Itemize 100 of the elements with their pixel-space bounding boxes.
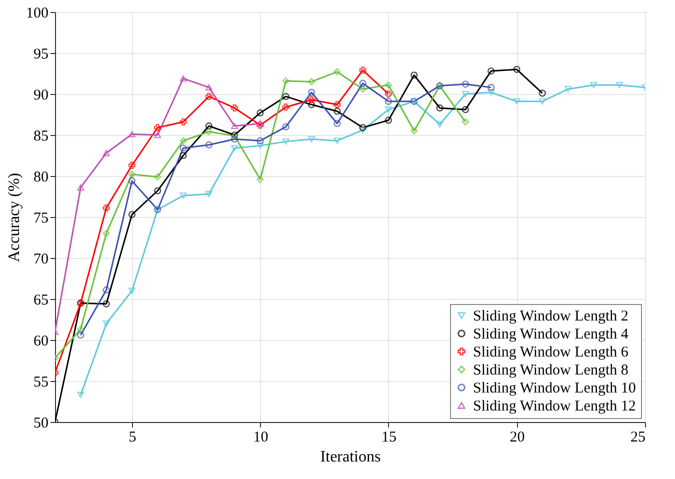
point <box>538 98 546 105</box>
y-tick-label: 95 <box>34 46 48 62</box>
point <box>462 80 469 88</box>
legend-label: Sliding Window Length 8 <box>473 362 628 378</box>
point <box>231 104 238 112</box>
y-tick-label: 100 <box>26 6 48 22</box>
y-tick-label: 60 <box>34 334 48 350</box>
point <box>334 68 341 76</box>
point <box>128 170 136 178</box>
point <box>488 67 495 75</box>
point <box>102 204 110 212</box>
point <box>231 136 238 143</box>
point <box>180 137 187 144</box>
y-tick-label: 75 <box>34 210 48 226</box>
legend-label: Sliding Window Length 4 <box>473 326 629 342</box>
x-axis-title: Iterations <box>320 448 381 466</box>
point <box>180 118 187 126</box>
point <box>154 132 162 138</box>
point <box>205 122 212 130</box>
point <box>334 120 341 128</box>
point <box>154 187 162 194</box>
point <box>462 90 469 98</box>
point <box>334 101 341 108</box>
y-tick-label: 55 <box>34 374 48 390</box>
point <box>102 286 110 294</box>
point <box>256 142 264 149</box>
point <box>513 98 520 105</box>
point <box>436 121 444 128</box>
point <box>205 92 212 100</box>
point <box>102 320 110 327</box>
y-tick-label: 65 <box>34 292 48 308</box>
point <box>256 176 264 183</box>
legend-label: Sliding Window Length 2 <box>473 308 628 324</box>
point <box>384 81 392 89</box>
point <box>359 80 366 87</box>
point <box>384 90 392 98</box>
point <box>102 230 110 237</box>
point <box>308 136 316 142</box>
point <box>410 72 418 79</box>
point <box>410 127 418 134</box>
point <box>488 89 495 96</box>
point <box>436 104 444 112</box>
point <box>334 138 341 144</box>
point <box>205 128 212 136</box>
point <box>102 150 110 156</box>
point <box>384 116 392 124</box>
point <box>282 104 290 111</box>
point <box>205 141 212 148</box>
point <box>77 392 84 398</box>
point <box>154 173 162 180</box>
point <box>231 144 238 152</box>
point <box>154 124 162 132</box>
x-tick-label: 5 <box>128 430 136 446</box>
x-tick-label: 25 <box>630 430 646 446</box>
y-tick-label: 90 <box>34 88 48 104</box>
point <box>308 101 316 108</box>
point <box>180 152 187 160</box>
y-tick-label: 70 <box>34 252 48 268</box>
point <box>462 106 469 114</box>
x-tick-label: 15 <box>381 430 396 446</box>
y-tick-label: 80 <box>34 170 48 186</box>
point <box>462 118 469 126</box>
x-tick-label: 10 <box>253 430 268 446</box>
y-tick-label: 85 <box>34 128 48 144</box>
point <box>616 82 623 88</box>
y-axis-title: Accuracy (%) <box>6 172 23 262</box>
point <box>359 66 366 74</box>
point <box>359 124 366 132</box>
point <box>384 106 392 113</box>
point <box>590 82 598 88</box>
point <box>256 109 264 116</box>
point <box>256 137 264 144</box>
legend-label: Sliding Window Length 6 <box>473 344 629 360</box>
legend-label: Sliding Window Length 10 <box>473 380 636 396</box>
point <box>180 144 187 152</box>
point <box>128 131 136 138</box>
point <box>513 66 520 73</box>
point <box>282 92 290 100</box>
point <box>282 138 290 145</box>
x-tick-label: 20 <box>510 430 525 446</box>
point <box>384 98 392 105</box>
point <box>282 123 290 130</box>
point <box>334 108 341 115</box>
point <box>180 75 187 82</box>
point <box>308 88 316 96</box>
point <box>231 122 238 130</box>
point <box>128 162 136 169</box>
point <box>128 210 136 218</box>
point <box>205 190 212 198</box>
point <box>359 126 366 134</box>
point <box>77 326 84 333</box>
point <box>128 288 136 294</box>
point <box>180 192 187 199</box>
point <box>282 77 290 84</box>
point <box>102 300 110 308</box>
point <box>564 86 572 92</box>
point <box>308 78 316 86</box>
point <box>205 84 212 91</box>
point <box>359 86 366 93</box>
point <box>308 96 316 104</box>
